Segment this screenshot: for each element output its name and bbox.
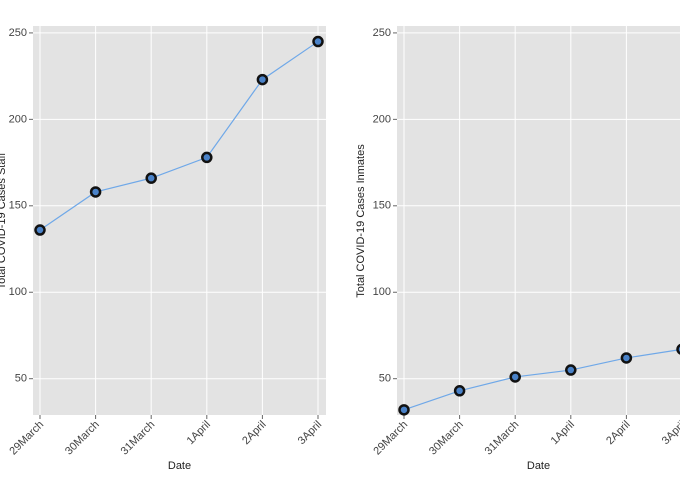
plot-background xyxy=(397,26,680,415)
point xyxy=(34,224,46,236)
x-tick-label: 2April xyxy=(240,419,268,447)
point xyxy=(509,371,521,383)
point xyxy=(201,151,213,164)
x-tick-label: 29March xyxy=(7,419,46,458)
series-line xyxy=(403,349,680,411)
x-axis-title: Date xyxy=(168,460,191,472)
point xyxy=(565,364,577,376)
point xyxy=(453,385,466,397)
point xyxy=(312,35,324,48)
y-tick-label: 250 xyxy=(373,27,391,39)
y-tick-label: 200 xyxy=(373,113,391,125)
y-tick-label: 100 xyxy=(373,286,391,298)
plot-background xyxy=(33,26,326,415)
point xyxy=(145,172,157,184)
series-line xyxy=(39,41,319,231)
y-axis-title: Total COVID-19 Cases Staff xyxy=(0,152,8,290)
point xyxy=(620,352,633,364)
y-tick-label: 50 xyxy=(15,373,27,385)
y-tick-label: 100 xyxy=(9,286,27,298)
y-tick-label: 150 xyxy=(9,200,27,212)
x-tick-label: 3April xyxy=(296,419,324,447)
y-tick-label: 50 xyxy=(379,373,391,385)
point xyxy=(256,73,269,86)
x-tick-label: 30March xyxy=(427,419,466,458)
y-tick-label: 200 xyxy=(9,113,27,125)
x-tick-label: 2April xyxy=(604,419,632,447)
x-axis-title: Date xyxy=(527,460,550,472)
point xyxy=(398,404,410,416)
x-tick-label: 29March xyxy=(371,419,410,458)
point xyxy=(89,186,102,198)
x-tick-label: 3April xyxy=(660,419,680,447)
x-tick-label: 31March xyxy=(483,419,522,458)
x-tick-label: 1April xyxy=(549,419,577,447)
x-tick-label: 31March xyxy=(119,419,158,458)
y-tick-label: 250 xyxy=(9,27,27,39)
x-tick-label: 1April xyxy=(185,419,213,447)
y-axis-title: Total COVID-19 Cases Inmates xyxy=(355,144,367,298)
x-tick-label: 30March xyxy=(63,419,102,458)
point xyxy=(676,343,680,355)
y-tick-label: 150 xyxy=(373,200,391,212)
